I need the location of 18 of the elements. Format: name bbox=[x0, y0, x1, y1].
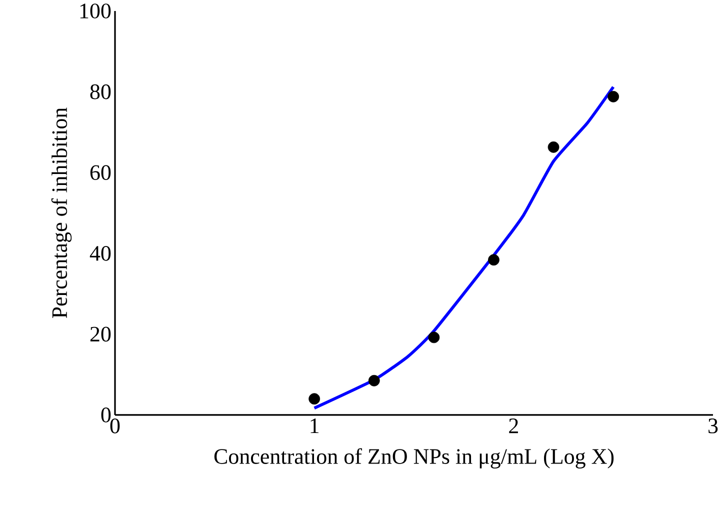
x-tick-label: 2 bbox=[509, 418, 518, 434]
y-tick-label: 100 bbox=[80, 4, 111, 18]
y-tick-label: 0 bbox=[101, 408, 111, 422]
point bbox=[488, 254, 500, 266]
y-axis-title: Percentage of inhibition bbox=[51, 108, 72, 318]
x-tick-label: 1 bbox=[310, 418, 319, 434]
line-series bbox=[312, 85, 615, 410]
y-tick-label: 60 bbox=[90, 165, 111, 180]
point bbox=[548, 141, 560, 153]
y-tick-label: 40 bbox=[90, 246, 111, 261]
point bbox=[428, 332, 440, 344]
y-tick-label: 80 bbox=[90, 84, 111, 100]
x-axis-title: Concentration of ZnO NPs in μg/mL (Log X) bbox=[214, 448, 614, 468]
y-tick-label: 20 bbox=[90, 326, 111, 342]
point bbox=[308, 393, 320, 405]
point bbox=[368, 374, 380, 386]
x-tick-label: 3 bbox=[708, 418, 718, 434]
point bbox=[608, 90, 620, 102]
